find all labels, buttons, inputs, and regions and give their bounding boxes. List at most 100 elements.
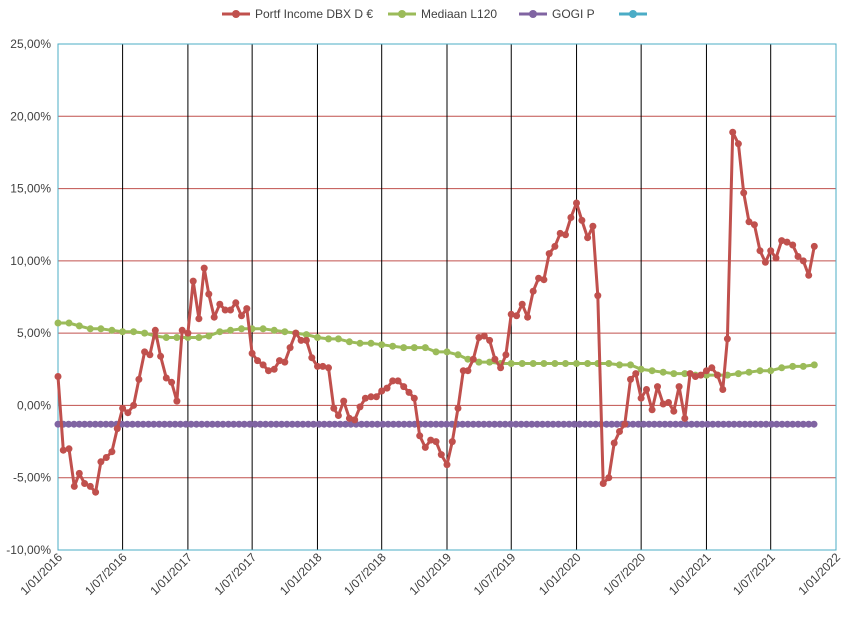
data-point bbox=[86, 482, 94, 490]
data-point bbox=[151, 326, 159, 334]
data-point bbox=[486, 336, 494, 344]
data-point bbox=[627, 375, 634, 383]
data-point bbox=[171, 420, 179, 428]
data-point bbox=[681, 414, 689, 422]
data-point bbox=[278, 420, 286, 428]
data-point bbox=[745, 218, 753, 226]
data-point bbox=[605, 474, 613, 482]
data-point bbox=[789, 362, 797, 370]
data-point bbox=[102, 454, 110, 461]
data-point bbox=[632, 370, 640, 378]
data-point bbox=[70, 482, 78, 490]
data-point bbox=[570, 420, 578, 428]
data-point bbox=[480, 420, 488, 428]
data-point bbox=[265, 367, 272, 375]
data-point bbox=[562, 231, 569, 239]
data-point bbox=[608, 420, 616, 428]
data-point bbox=[805, 420, 813, 428]
data-point bbox=[613, 420, 621, 428]
data-point bbox=[565, 420, 573, 428]
data-point bbox=[432, 348, 440, 356]
data-point bbox=[356, 339, 364, 347]
data-point bbox=[378, 387, 386, 395]
data-point bbox=[70, 420, 78, 428]
data-point bbox=[746, 420, 754, 428]
y-tick-label: 25,00% bbox=[10, 37, 51, 51]
data-point bbox=[545, 250, 553, 258]
gridlines bbox=[57, 43, 837, 551]
data-point bbox=[367, 393, 375, 401]
data-point bbox=[691, 373, 699, 380]
data-point bbox=[119, 404, 127, 412]
data-point bbox=[238, 312, 245, 320]
data-point bbox=[410, 394, 418, 402]
data-point bbox=[97, 325, 105, 333]
data-point bbox=[240, 420, 248, 428]
data-point bbox=[772, 254, 780, 262]
data-point bbox=[464, 367, 472, 375]
data-point bbox=[139, 420, 147, 428]
data-point bbox=[65, 445, 73, 453]
data-point bbox=[351, 416, 359, 424]
data-point bbox=[578, 216, 586, 224]
data-point bbox=[576, 420, 584, 428]
data-point bbox=[666, 420, 674, 428]
data-point bbox=[59, 446, 67, 454]
data-point bbox=[501, 420, 509, 428]
data-point bbox=[214, 420, 222, 428]
data-point bbox=[810, 242, 818, 250]
data-point bbox=[675, 383, 683, 391]
data-point bbox=[573, 360, 580, 367]
legend-label: GOGI P bbox=[552, 7, 595, 21]
data-point bbox=[400, 420, 408, 428]
series-2 bbox=[54, 420, 818, 428]
data-point bbox=[783, 238, 791, 246]
data-point bbox=[720, 420, 727, 428]
data-point bbox=[331, 420, 339, 428]
data-point bbox=[123, 420, 131, 428]
data-point bbox=[533, 420, 541, 428]
legend-swatch-marker bbox=[629, 10, 637, 18]
data-point bbox=[427, 436, 435, 444]
data-point bbox=[783, 420, 791, 428]
data-point bbox=[221, 306, 229, 314]
data-point bbox=[195, 334, 203, 341]
data-point bbox=[224, 420, 232, 428]
data-point bbox=[528, 420, 536, 428]
data-point bbox=[184, 329, 192, 337]
data-point bbox=[469, 420, 477, 428]
data-point bbox=[443, 420, 451, 428]
data-point bbox=[799, 420, 807, 428]
y-tick-label: 15,00% bbox=[10, 182, 51, 196]
data-point bbox=[524, 313, 532, 321]
data-point bbox=[714, 420, 722, 428]
data-point bbox=[693, 420, 701, 428]
data-point bbox=[141, 348, 149, 356]
data-point bbox=[616, 361, 623, 369]
data-point bbox=[681, 370, 689, 378]
data-point bbox=[320, 420, 328, 428]
data-point bbox=[517, 420, 525, 428]
data-point bbox=[368, 420, 376, 428]
data-point bbox=[703, 367, 710, 375]
data-point bbox=[251, 420, 259, 428]
data-point bbox=[535, 274, 543, 282]
data-point bbox=[259, 325, 267, 333]
data-point bbox=[810, 361, 818, 369]
data-point bbox=[192, 420, 200, 428]
data-point bbox=[205, 332, 213, 340]
data-point bbox=[161, 420, 168, 428]
data-point bbox=[704, 420, 711, 428]
data-point bbox=[232, 299, 240, 307]
data-point bbox=[345, 338, 353, 346]
data-point bbox=[178, 326, 186, 334]
data-point bbox=[75, 322, 83, 330]
data-point bbox=[389, 342, 397, 350]
data-point bbox=[778, 364, 786, 372]
data-point bbox=[654, 383, 661, 391]
data-point bbox=[157, 352, 165, 360]
data-point bbox=[378, 341, 386, 349]
data-point bbox=[286, 344, 294, 352]
data-point bbox=[173, 397, 181, 405]
data-point bbox=[421, 344, 429, 352]
